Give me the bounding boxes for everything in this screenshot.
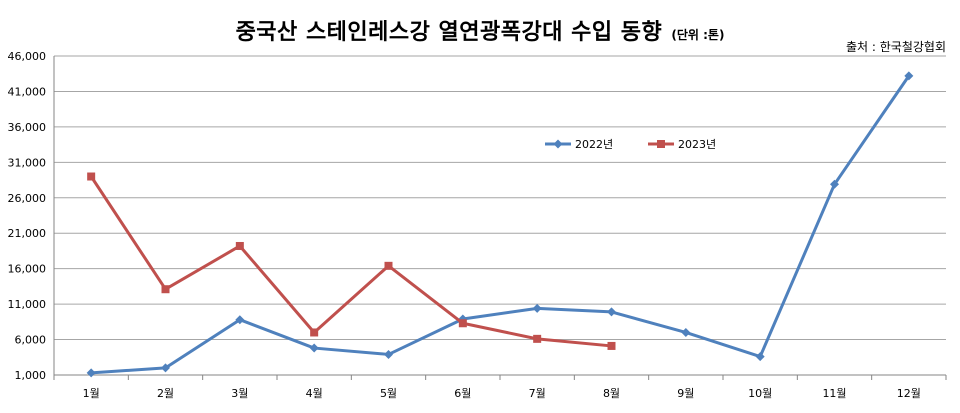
data-point-diamond bbox=[86, 368, 96, 378]
data-point-diamond bbox=[161, 363, 170, 373]
legend-label: 2022년 bbox=[575, 138, 613, 151]
data-point-square bbox=[310, 328, 319, 337]
data-point-diamond bbox=[532, 303, 542, 313]
x-tick-label: 2월 bbox=[157, 387, 174, 400]
data-point-diamond bbox=[830, 179, 839, 189]
y-tick-label: 6,000 bbox=[15, 334, 47, 347]
y-tick-label: 41,000 bbox=[8, 85, 47, 98]
x-tick-label: 1월 bbox=[83, 387, 100, 400]
y-tick-label: 46,000 bbox=[8, 50, 47, 63]
y-tick-label: 26,000 bbox=[8, 192, 47, 205]
data-point-square bbox=[87, 172, 96, 181]
chart-title-block: 중국산 스테인레스강 열연광폭강대 수입 동향 (단위 :톤) bbox=[0, 14, 960, 46]
data-point-square bbox=[161, 285, 170, 294]
y-tick-label: 31,000 bbox=[8, 156, 47, 169]
series-line-2 bbox=[89, 175, 612, 348]
x-tick-label: 10월 bbox=[748, 387, 772, 400]
data-point-diamond bbox=[904, 71, 914, 81]
x-tick-label: 5월 bbox=[380, 387, 397, 400]
data-point-diamond bbox=[755, 352, 765, 362]
legend-marker-square bbox=[657, 140, 665, 148]
y-tick-label: 16,000 bbox=[8, 263, 47, 276]
data-point-diamond bbox=[384, 349, 393, 359]
x-tick-label: 7월 bbox=[529, 387, 546, 400]
data-point-diamond bbox=[309, 343, 319, 353]
y-tick-label: 11,000 bbox=[8, 298, 47, 311]
x-tick-label: 9월 bbox=[677, 387, 694, 400]
x-tick-label: 8월 bbox=[603, 387, 620, 400]
x-tick-label: 3월 bbox=[231, 387, 248, 400]
data-point-diamond bbox=[681, 327, 691, 337]
x-tick-label: 12월 bbox=[897, 387, 921, 400]
x-tick-label: 4월 bbox=[306, 387, 323, 400]
data-point-square bbox=[607, 341, 616, 350]
x-tick-label: 11월 bbox=[822, 387, 846, 400]
y-tick-label: 36,000 bbox=[8, 121, 47, 134]
y-tick-label: 1,000 bbox=[15, 369, 47, 382]
source-label: 출처 : 한국철강협회 bbox=[846, 40, 946, 54]
x-tick-label: 6월 bbox=[454, 387, 471, 400]
data-point-square bbox=[458, 319, 467, 328]
y-tick-label: 21,000 bbox=[8, 227, 47, 240]
legend-label: 2023년 bbox=[678, 138, 716, 151]
data-point-square bbox=[235, 241, 244, 250]
chart-title: 중국산 스테인레스강 열연광폭강대 수입 동향 bbox=[235, 20, 663, 45]
data-point-square bbox=[384, 261, 393, 270]
series-line-1 bbox=[91, 75, 911, 375]
data-point-square bbox=[533, 334, 542, 343]
unit-label: (단위 :톤) bbox=[671, 28, 725, 42]
data-point-diamond bbox=[235, 315, 245, 325]
data-point-diamond bbox=[607, 307, 616, 317]
legend-marker-diamond bbox=[553, 139, 563, 149]
